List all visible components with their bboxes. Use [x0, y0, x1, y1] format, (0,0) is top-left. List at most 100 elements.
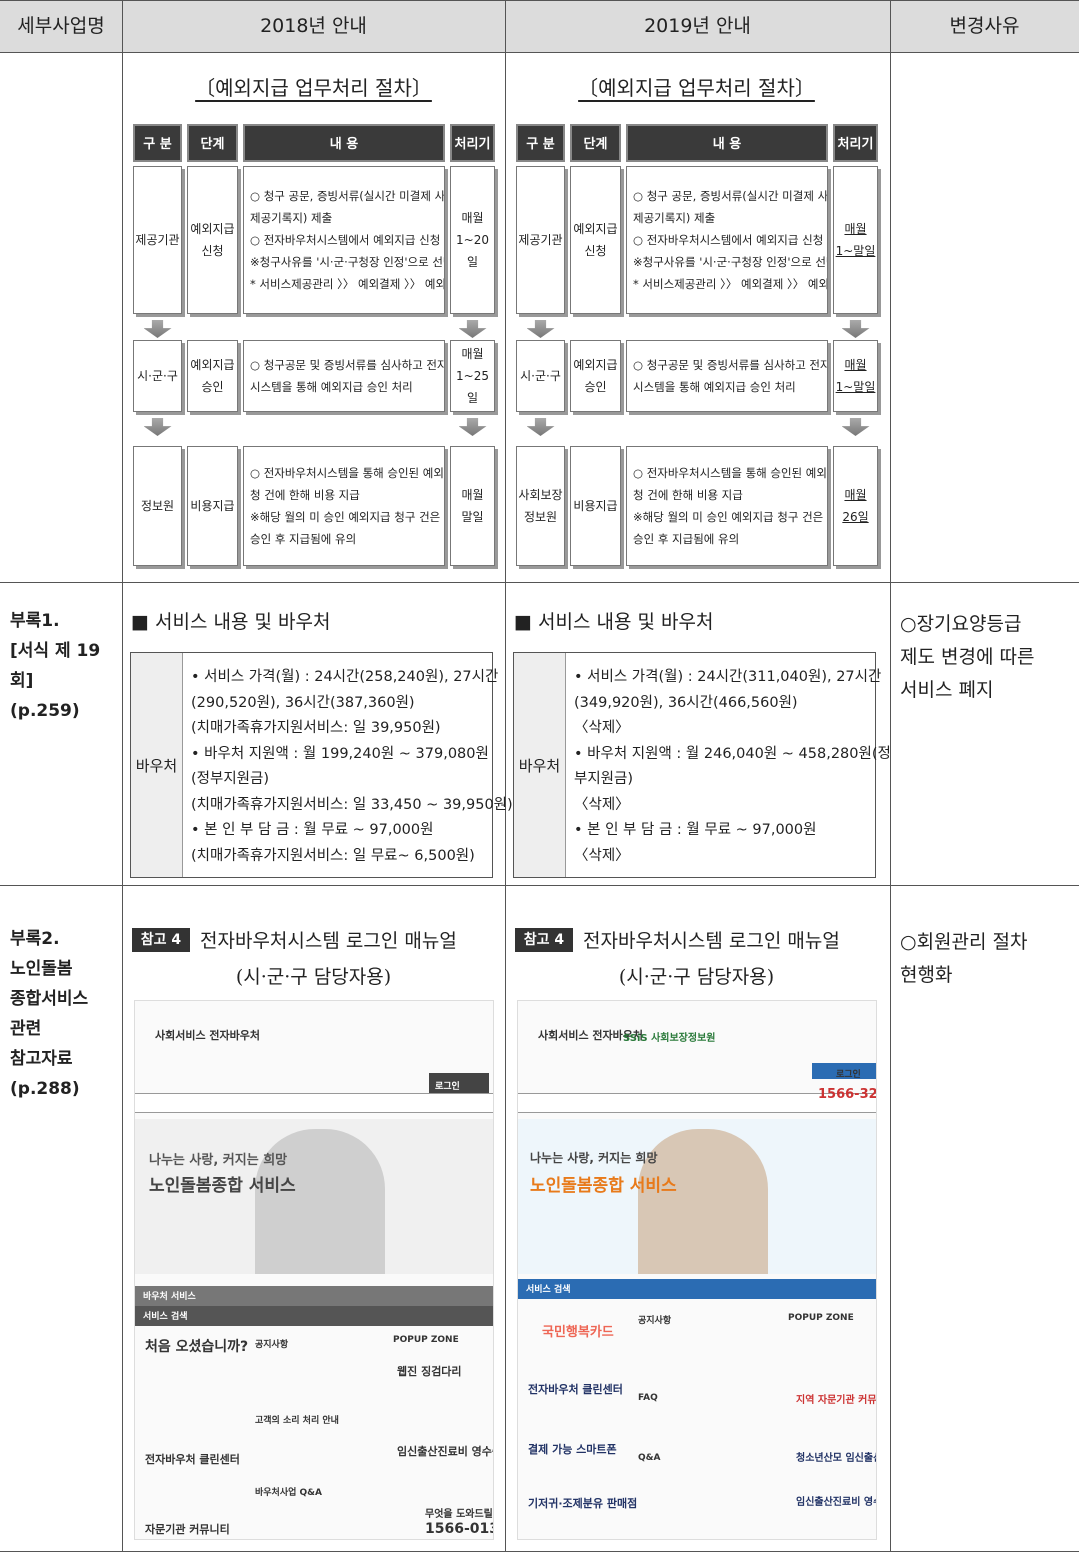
procedure-deadline-line: 말일 — [461, 510, 484, 524]
procedure-org-line: 제공기관 — [518, 233, 563, 247]
voucher-box: 바우처 • 서비스 가격(월) : 24시간(258,240원), 27시간 (29… — [130, 652, 513, 878]
procedure-content-line: ○ 전자바우처시스템에서 예외지급 신청 — [633, 233, 824, 247]
header-bg — [0, 0, 1079, 52]
procedure-title: 〔예외지급 업무처리 절차〕 — [578, 76, 815, 100]
procedure-content-line: ○ 전자바우처시스템에서 예외지급 신청 — [250, 233, 441, 247]
voucher-label: 바우처 — [514, 653, 566, 877]
procedure-stage: 비용지급 — [187, 446, 238, 566]
screenshot-text: 로그인 — [435, 1082, 460, 1092]
procedure-content-line: ※청구사유를 '시·군·구청장 인정'으로 선택 — [633, 255, 828, 269]
arrow — [841, 320, 870, 338]
procedure-content-line: ※해당 월의 미 승인 예외지급 청구 건은 익월 — [250, 510, 445, 524]
manual-title: 전자바우처시스템 로그인 매뉴얼 — [583, 930, 840, 952]
voucher-box: 바우처 • 서비스 가격(월) : 24시간(311,040원), 27시간 (34… — [513, 652, 891, 878]
procedure-deadline-line: 매월 — [461, 488, 484, 502]
hero-people — [638, 1129, 768, 1274]
row-name-line: 부록2. — [10, 929, 60, 949]
screenshot-text: 웹진 징검다리 — [397, 1365, 462, 1378]
reason-line: 현행화 — [900, 964, 953, 986]
voucher-lines-line: (치매가족휴가지원서비스: 일 39,950원) — [191, 720, 441, 736]
procedure-deadline-line: 1~말일 — [835, 244, 876, 258]
screenshot-text: 결제 가능 스마트폰 — [528, 1443, 617, 1456]
procedure-stage-line: 예외지급 — [190, 358, 235, 372]
procedure-deadline-line: 매월 — [844, 358, 867, 372]
row-name-line: 종합서비스 — [10, 989, 89, 1009]
screenshot-text: 1566-0133 — [425, 1521, 493, 1537]
procedure-org: 시·군·구 — [516, 340, 565, 412]
section-bar — [518, 1279, 876, 1299]
procedure-content-line: ○ 전자바우처시스템을 통해 승인된 예외지급 신 — [633, 466, 827, 480]
screenshot-text: 지역 자문기관 커뮤니티 — [796, 1395, 877, 1406]
row-line — [0, 0, 1079, 1]
procedure-content: ○ 청구공문 및 증빙서류를 심사하고 전자바우처시스템을 통해 예외지급 승인… — [243, 340, 445, 412]
procedure-content: ○ 청구 공문, 증빙서류(실시간 미결제 사유서, 제공기록지) 제출 ○ 전자바… — [243, 166, 445, 314]
procedure-content-line: * 서비스제공관리 〉〉 예외결제 〉〉 예외지급 청구 — [633, 277, 828, 291]
procedure-content-line: 제공기록지) 제출 — [633, 211, 716, 225]
screenshot-text: SSiS 사회보장정보원 — [623, 1033, 716, 1044]
procedure-content-line: ○ 청구공문 및 증빙서류를 심사하고 전자바우처 — [633, 358, 827, 372]
procedure-stage-line: 신청 — [201, 244, 224, 258]
section-heading: ■ 서비스 내용 및 바우처 — [131, 611, 331, 633]
screenshot-text: 바우처사업 Q&A — [255, 1488, 322, 1498]
screenshot-text: 고객의 소리 처리 안내 — [255, 1416, 339, 1426]
manual-subtitle: (시·군·구 담당자용) — [618, 966, 775, 988]
procedure-content-line: 청 건에 한해 비용 지급 — [250, 488, 360, 502]
procedure-content: ○ 전자바우처시스템을 통해 승인된 예외지급 신청 건에 한해 비용 지급 ※해… — [243, 446, 445, 566]
voucher-lines-line: (치매가족휴가지원서비스: 일 33,450 ~ 39,950원) — [191, 796, 513, 813]
procedure-org: 제공기관 — [516, 166, 565, 314]
procedure-org-line: 시·군·구 — [137, 369, 178, 383]
arrow — [526, 418, 555, 436]
procedure-stage-line: 신청 — [584, 244, 607, 258]
procedure-title: 〔예외지급 업무처리 절차〕 — [195, 76, 432, 100]
row-name-line: 참고자료 — [10, 1049, 73, 1069]
reason-line: ○장기요양등급 — [900, 613, 1022, 635]
screenshot-text: 공지사항 — [638, 1316, 672, 1326]
procedure-stage-line: 예외지급 — [573, 358, 618, 372]
row-line — [0, 582, 1079, 583]
procedure-content-line: 승인 후 지급됨에 유의 — [250, 532, 357, 546]
voucher-lines: • 서비스 가격(월) : 24시간(311,040원), 27시간 (349,9… — [574, 665, 891, 869]
procedure-content-line: ○ 청구 공문, 증빙서류(실시간 미결제 사유서, — [633, 189, 828, 203]
procedure-content-line: ※해당 월의 미 승인 예외지급 청구 건은 익월 — [633, 510, 828, 524]
procedure-deadline-line: 1~25일 — [456, 369, 489, 405]
procedure-content: ○ 전자바우처시스템을 통해 승인된 예외지급 신청 건에 한해 비용 지급 ※해… — [626, 446, 828, 566]
procedure-deadline: 매월 1~20일 — [450, 166, 495, 314]
procedure-head: 내 용 — [626, 124, 828, 162]
header-cell: 변경사유 — [949, 15, 1020, 37]
screenshot-text: 전자바우처 클린센터 — [528, 1383, 623, 1396]
procedure-org-line: 시·군·구 — [520, 369, 561, 383]
screenshot-text: FAQ — [638, 1393, 658, 1403]
procedure-content: ○ 청구공문 및 증빙서류를 심사하고 전자바우처시스템을 통해 예외지급 승인… — [626, 340, 828, 412]
reason-line: 제도 변경에 따른 — [900, 646, 1035, 668]
arrow — [143, 418, 172, 436]
row-name-line: [서식 제 19회] — [10, 641, 101, 691]
procedure-head: 단계 — [187, 124, 238, 162]
screenshot-text: 기저귀·조제분유 판매점 — [528, 1497, 638, 1510]
procedure-content-line: 청 건에 한해 비용 지급 — [633, 488, 743, 502]
procedure-stage-line: 승인 — [584, 380, 607, 394]
screenshot-text: 무엇을 도와드릴까요? — [425, 1509, 493, 1520]
row-name-line: (p.259) — [10, 701, 80, 721]
section-bar — [135, 1306, 493, 1326]
procedure-content-line: ○ 청구 공문, 증빙서류(실시간 미결제 사유서, — [250, 189, 445, 203]
screenshot-text: 바우처 서비스 — [143, 1292, 196, 1302]
procedure-deadline-line: 매월 — [844, 222, 867, 236]
section-heading: ■ 서비스 내용 및 바우처 — [514, 611, 714, 633]
row-line — [0, 885, 1079, 886]
login-btn — [429, 1073, 489, 1093]
procedure-content-line: * 서비스제공관리 〉〉 예외결제 〉〉 예외지급 청구 — [250, 277, 445, 291]
screenshot-text: 처음 오셨습니까? — [145, 1339, 249, 1355]
screenshot-text: 공지사항 — [255, 1340, 289, 1350]
procedure-deadline: 매월 1~말일 — [833, 340, 878, 412]
voucher-lines-line: (349,920원), 36시간(466,560원) — [574, 694, 798, 711]
voucher-lines-line: 부지원금) — [574, 771, 634, 787]
screenshot-text: 1566-3232 — [818, 1087, 877, 1102]
procedure-head: 단계 — [570, 124, 621, 162]
voucher-lines-line: • 본 인 부 담 금 : 월 무료 ~ 97,000원 — [191, 822, 434, 838]
procedure-stage: 예외지급 승인 — [187, 340, 238, 412]
screenshot-text: 자문기관 커뮤니티 — [145, 1523, 230, 1536]
procedure-content-line: ○ 청구공문 및 증빙서류를 심사하고 전자바우처 — [250, 358, 444, 372]
procedure-org-line: 정보원 — [523, 510, 558, 524]
procedure-stage: 예외지급 신청 — [187, 166, 238, 314]
